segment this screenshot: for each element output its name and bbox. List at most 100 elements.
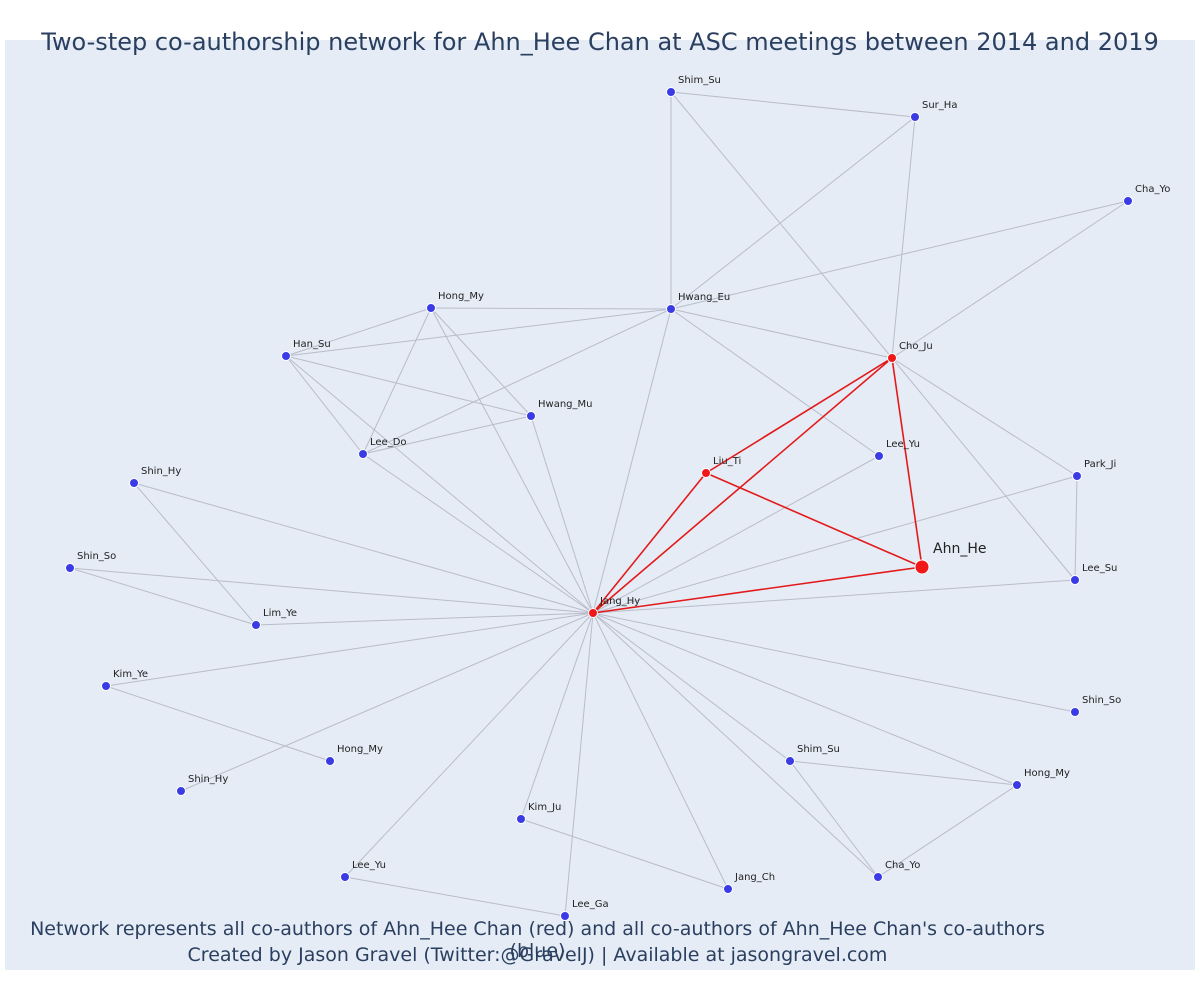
node-label: Shin_So	[77, 551, 116, 562]
edge	[133, 482, 594, 614]
node-shin-so[interactable]	[65, 563, 75, 573]
node-kim-ju[interactable]	[516, 814, 526, 824]
edge	[891, 116, 916, 359]
node-lee-yu[interactable]	[874, 451, 884, 461]
node-lee-do[interactable]	[358, 449, 368, 459]
node-label: Lee_Yu	[886, 439, 920, 450]
edge	[592, 612, 1018, 786]
edge	[105, 685, 331, 762]
node-label: Lim_Ye	[263, 608, 297, 619]
node-shim-su[interactable]	[785, 756, 795, 766]
edge	[564, 612, 594, 917]
node-shin-hy[interactable]	[176, 786, 186, 796]
node-cha-yo[interactable]	[1123, 196, 1133, 206]
node-label: Kim_Ye	[113, 669, 148, 680]
edge	[520, 612, 594, 820]
node-sur-ha[interactable]	[910, 112, 920, 122]
edge	[592, 308, 672, 614]
edge	[105, 612, 594, 687]
edge	[670, 308, 880, 457]
node-park-ji[interactable]	[1072, 471, 1082, 481]
node-label: Shin_Hy	[141, 466, 181, 477]
node-label: Liu_Ti	[713, 456, 741, 467]
node-jang-ch[interactable]	[723, 884, 733, 894]
node-hong-my[interactable]	[1012, 780, 1022, 790]
chart-title: Two-step co-authorship network for Ahn_H…	[41, 28, 1159, 56]
node-label: Han_Su	[293, 339, 331, 350]
node-hwang-eu[interactable]	[666, 304, 676, 314]
node-han-su[interactable]	[281, 351, 291, 361]
node-liu-ti[interactable]	[701, 468, 711, 478]
edge	[362, 453, 594, 614]
node-label: Shin_Hy	[188, 774, 228, 785]
node-label: Shim_Su	[797, 744, 840, 755]
node-jang-hy[interactable]	[588, 608, 598, 618]
edge	[592, 612, 879, 878]
node-hwang-mu[interactable]	[526, 411, 536, 421]
node-label: Sur_Ha	[922, 100, 957, 111]
edge	[285, 355, 594, 614]
footer-credit: Created by Jason Gravel (Twitter:@Gravel…	[187, 944, 888, 966]
node-label: Kim_Ju	[528, 802, 561, 813]
node-shim-su[interactable]	[666, 87, 676, 97]
node-ahn-he[interactable]	[914, 559, 930, 575]
node-label: Jang_Ch	[734, 872, 775, 883]
node-label: Hong_My	[438, 291, 484, 302]
edge	[530, 415, 594, 614]
edge-red	[592, 566, 923, 614]
edge	[670, 91, 893, 359]
edge	[362, 307, 432, 455]
edge	[255, 612, 594, 626]
edge	[285, 307, 432, 357]
node-hong-my[interactable]	[426, 303, 436, 313]
node-label: Lee_Ga	[572, 899, 609, 910]
edge	[69, 567, 594, 614]
node-label: Shin_So	[1082, 695, 1121, 706]
edge-red	[592, 472, 707, 614]
edge	[891, 357, 1076, 581]
edge	[592, 612, 1076, 713]
node-label: Cho_Ju	[899, 341, 933, 352]
plot-area	[5, 40, 1195, 970]
node-label: Hong_My	[1024, 768, 1070, 779]
node-label: Lee_Do	[370, 437, 407, 448]
edge	[670, 308, 893, 359]
edge	[592, 612, 729, 890]
node-shin-hy[interactable]	[129, 478, 139, 488]
node-cha-yo[interactable]	[873, 872, 883, 882]
edge-red	[891, 357, 923, 568]
edge	[285, 308, 672, 357]
edge	[877, 784, 1018, 878]
edge	[1074, 475, 1078, 581]
node-lee-yu[interactable]	[340, 872, 350, 882]
edge	[670, 91, 916, 118]
node-kim-ye[interactable]	[101, 681, 111, 691]
edge	[430, 307, 594, 614]
edge-red	[592, 357, 893, 614]
node-label: Hwang_Eu	[678, 292, 730, 303]
node-label: Hong_My	[337, 744, 383, 755]
edge	[891, 357, 1078, 477]
edge	[430, 307, 672, 310]
node-lee-su[interactable]	[1070, 575, 1080, 585]
edge	[789, 760, 879, 878]
edge-red	[705, 357, 893, 474]
node-shin-so[interactable]	[1070, 707, 1080, 717]
node-lim-ye[interactable]	[251, 620, 261, 630]
edge	[520, 818, 729, 890]
edge	[592, 612, 791, 762]
node-cho-ju[interactable]	[887, 353, 897, 363]
edge	[362, 308, 672, 455]
node-hong-my[interactable]	[325, 756, 335, 766]
node-lee-ga[interactable]	[560, 911, 570, 921]
edge	[362, 415, 532, 455]
edge	[670, 116, 916, 310]
edge	[670, 200, 1129, 310]
node-label: Cha_Yo	[1135, 184, 1170, 195]
edge	[285, 355, 364, 455]
edge	[285, 355, 532, 417]
edge	[430, 307, 532, 417]
edge	[891, 200, 1129, 359]
node-label: Jang_Hy	[599, 596, 640, 607]
